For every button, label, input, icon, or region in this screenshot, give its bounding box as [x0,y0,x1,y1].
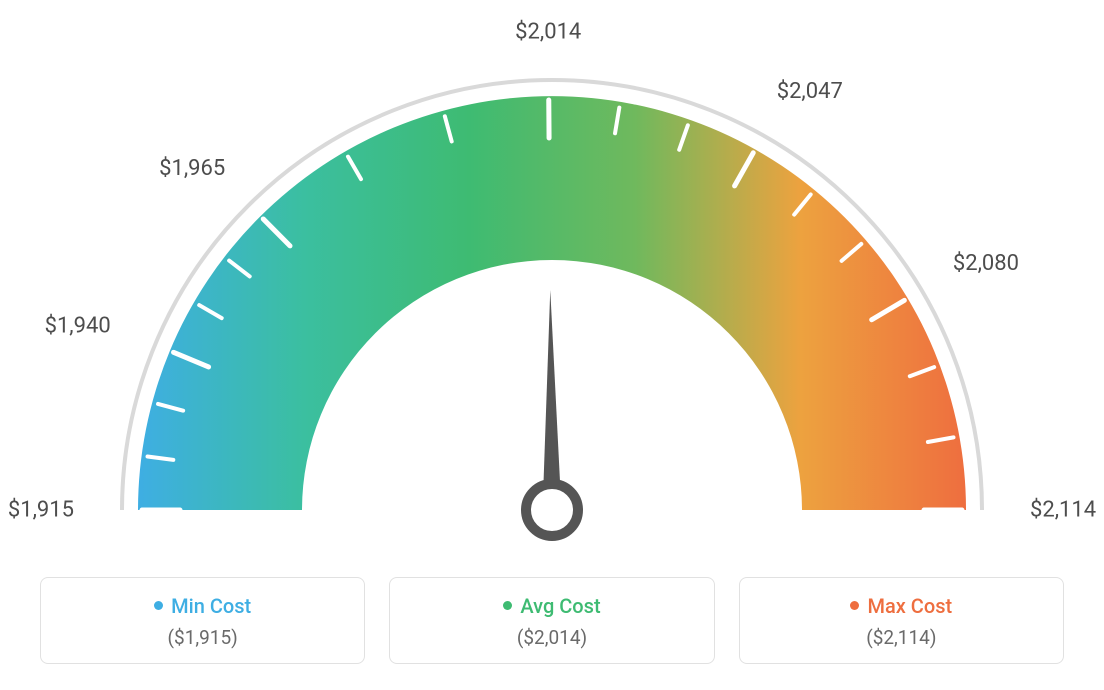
legend-card-min: Min Cost ($1,915) [40,577,365,664]
gauge-tick-label: $1,965 [159,156,225,181]
gauge-svg [0,0,1104,560]
cost-gauge: $1,915 $1,940 $1,965 $2,014 $2,047 $2,080 $2,1… [0,0,1104,560]
legend-title-avg: Avg Cost [400,594,703,618]
gauge-tick-label: $2,014 [515,20,581,45]
gauge-tick-label: $1,940 [45,314,111,339]
dot-min [154,601,163,610]
dot-avg [503,601,512,610]
legend-value-max: ($2,114) [750,626,1053,649]
gauge-tick-label: $2,047 [777,79,843,104]
legend-card-max: Max Cost ($2,114) [739,577,1064,664]
legend-title-min-text: Min Cost [171,594,251,618]
legend-value-avg: ($2,014) [400,626,703,649]
legend-title-avg-text: Avg Cost [520,594,600,618]
legend-title-min: Min Cost [51,594,354,618]
legend-value-min: ($1,915) [51,626,354,649]
gauge-tick-label: $2,080 [953,251,1019,276]
gauge-tick-label: $1,915 [8,498,74,523]
legend-row: Min Cost ($1,915) Avg Cost ($2,014) Max … [40,577,1064,664]
legend-title-max-text: Max Cost [867,594,952,618]
legend-title-max: Max Cost [750,594,1053,618]
dot-max [850,601,859,610]
legend-card-avg: Avg Cost ($2,014) [389,577,714,664]
gauge-tick-label: $2,114 [1030,498,1096,523]
